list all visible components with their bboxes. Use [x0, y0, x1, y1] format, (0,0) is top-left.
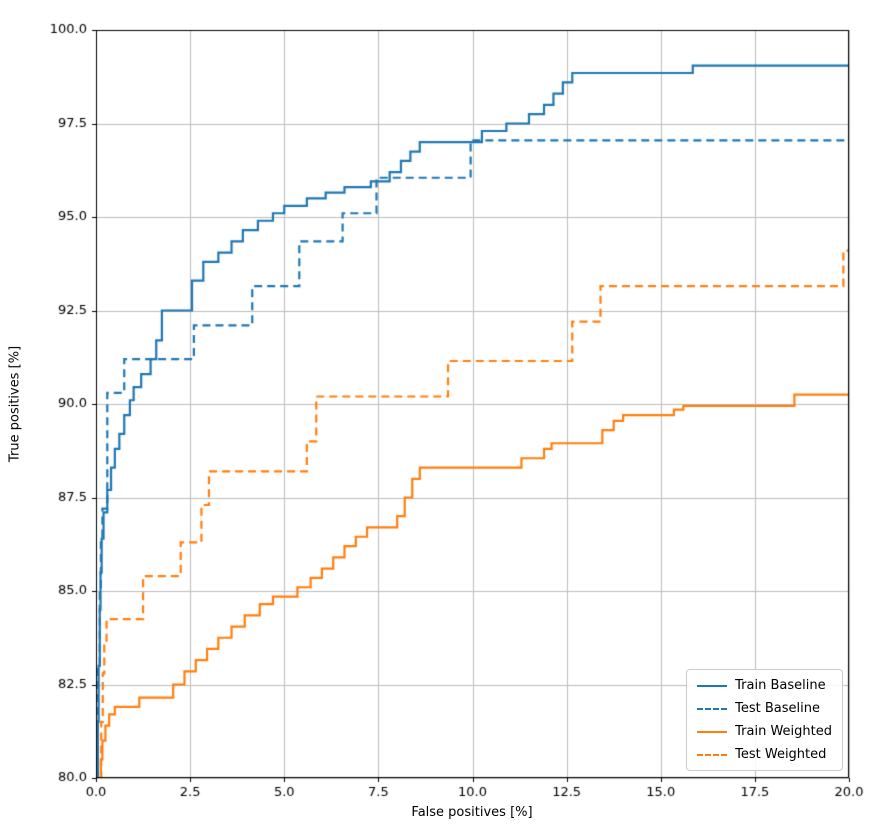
legend-entry: Train Weighted	[697, 723, 832, 740]
legend-entry: Train Baseline	[697, 677, 832, 694]
legend-entry: Test Weighted	[697, 746, 832, 763]
legend-label: Test Baseline	[735, 701, 820, 716]
legend-entry: Test Baseline	[697, 700, 832, 717]
legend: Train Baseline Test Baseline Train Weigh…	[686, 669, 843, 771]
legend-line-sample	[697, 684, 728, 687]
legend-label: Train Baseline	[735, 678, 826, 693]
y-axis-label: True positives [%]	[7, 345, 23, 463]
legend-label: Train Weighted	[735, 724, 832, 739]
legend-line-sample	[697, 707, 728, 710]
legend-line-sample	[697, 730, 728, 733]
legend-line-sample	[697, 753, 728, 756]
x-axis-label: False positives [%]	[411, 805, 533, 820]
legend-label: Test Weighted	[735, 747, 827, 762]
